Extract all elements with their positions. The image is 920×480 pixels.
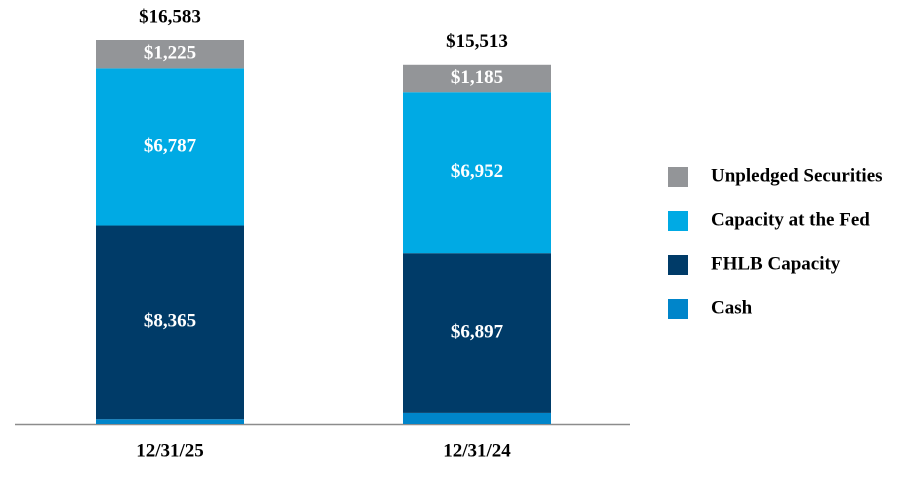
x-tick-label: 12/31/24 (443, 440, 511, 461)
data-label: $6,787 (144, 135, 197, 156)
data-label: $8,365 (144, 311, 196, 332)
legend-swatch (668, 167, 688, 187)
legend-swatch (668, 299, 688, 319)
bar-segment (403, 64, 551, 93)
total-label: $16,583 (139, 6, 201, 27)
legend-label: Unpledged Securities (711, 165, 883, 186)
legend-label: FHLB Capacity (711, 253, 841, 274)
total-label: $15,513 (446, 31, 508, 52)
x-tick-label: 12/31/25 (136, 440, 204, 461)
data-label: $6,952 (451, 161, 503, 182)
data-label: $1,185 (451, 67, 503, 88)
bar-segment (403, 92, 551, 254)
legend-label: Cash (711, 297, 753, 318)
bar-segment (96, 419, 244, 424)
data-label: $1,225 (144, 43, 196, 64)
bar-segment (96, 225, 244, 420)
legend-swatch (668, 255, 688, 275)
bar-segment (96, 40, 244, 69)
bar-segment (96, 68, 244, 226)
bar-segment (403, 253, 551, 413)
bar-segment (403, 412, 551, 424)
data-label: $6,897 (451, 321, 504, 342)
legend-swatch (668, 211, 688, 231)
legend-label: Capacity at the Fed (711, 209, 870, 230)
